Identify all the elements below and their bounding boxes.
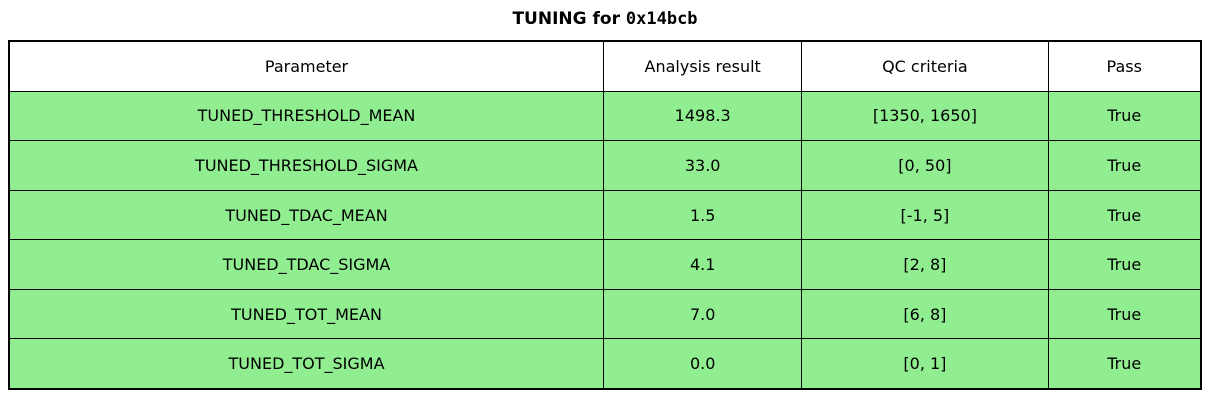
cell-analysis-result: 33.0 [604,141,803,190]
table-row: TUNED_TDAC_MEAN 1.5 [-1, 5] True [10,190,1200,241]
figure-title: TUNING for 0x14bcb [0,7,1210,31]
table-row: TUNED_THRESHOLD_SIGMA 33.0 [0, 50] True [10,141,1200,191]
cell-pass: True [1048,91,1200,141]
table-row: TUNED_TOT_SIGMA 0.0 [0, 1] True [10,339,1200,389]
table-row: TUNED_TDAC_SIGMA 4.1 [2, 8] True [10,240,1200,290]
cell-parameter: TUNED_TOT_SIGMA [10,339,605,389]
cell-parameter: TUNED_THRESHOLD_MEAN [10,91,605,141]
cell-analysis-result: 4.1 [604,240,803,289]
table-header-row: Parameter Analysis result QC criteria Pa… [10,42,1200,92]
chip-id: 0x14bcb [625,9,698,29]
table-row: TUNED_THRESHOLD_MEAN 1498.3 [1350, 1650]… [10,91,1200,142]
cell-qc-criteria: [2, 8] [802,240,1049,289]
cell-pass: True [1048,240,1200,289]
cell-pass: True [1048,289,1200,339]
qc-results-table: Parameter Analysis result QC criteria Pa… [8,40,1202,390]
cell-parameter: TUNED_THRESHOLD_SIGMA [10,141,605,190]
cell-analysis-result: 1.5 [604,190,803,240]
cell-parameter: TUNED_TDAC_SIGMA [10,240,605,289]
cell-qc-criteria: [-1, 5] [802,190,1049,240]
cell-parameter: TUNED_TDAC_MEAN [10,190,605,240]
cell-pass: True [1048,141,1200,190]
cell-analysis-result: 1498.3 [604,91,803,141]
table-row: TUNED_TOT_MEAN 7.0 [6, 8] True [10,289,1200,340]
cell-qc-criteria: [0, 50] [802,141,1049,190]
column-header-parameter: Parameter [10,42,605,91]
column-header-qc-criteria: QC criteria [802,42,1049,91]
cell-analysis-result: 7.0 [604,289,803,339]
cell-pass: True [1048,339,1200,389]
cell-analysis-result: 0.0 [604,339,803,389]
cell-qc-criteria: [0, 1] [802,339,1049,389]
cell-parameter: TUNED_TOT_MEAN [10,289,605,339]
column-header-pass: Pass [1048,42,1200,91]
column-header-analysis-result: Analysis result [604,42,803,91]
cell-pass: True [1048,190,1200,240]
cell-qc-criteria: [6, 8] [802,289,1049,339]
cell-qc-criteria: [1350, 1650] [802,91,1049,141]
figure-title-prefix: TUNING for [512,9,626,29]
